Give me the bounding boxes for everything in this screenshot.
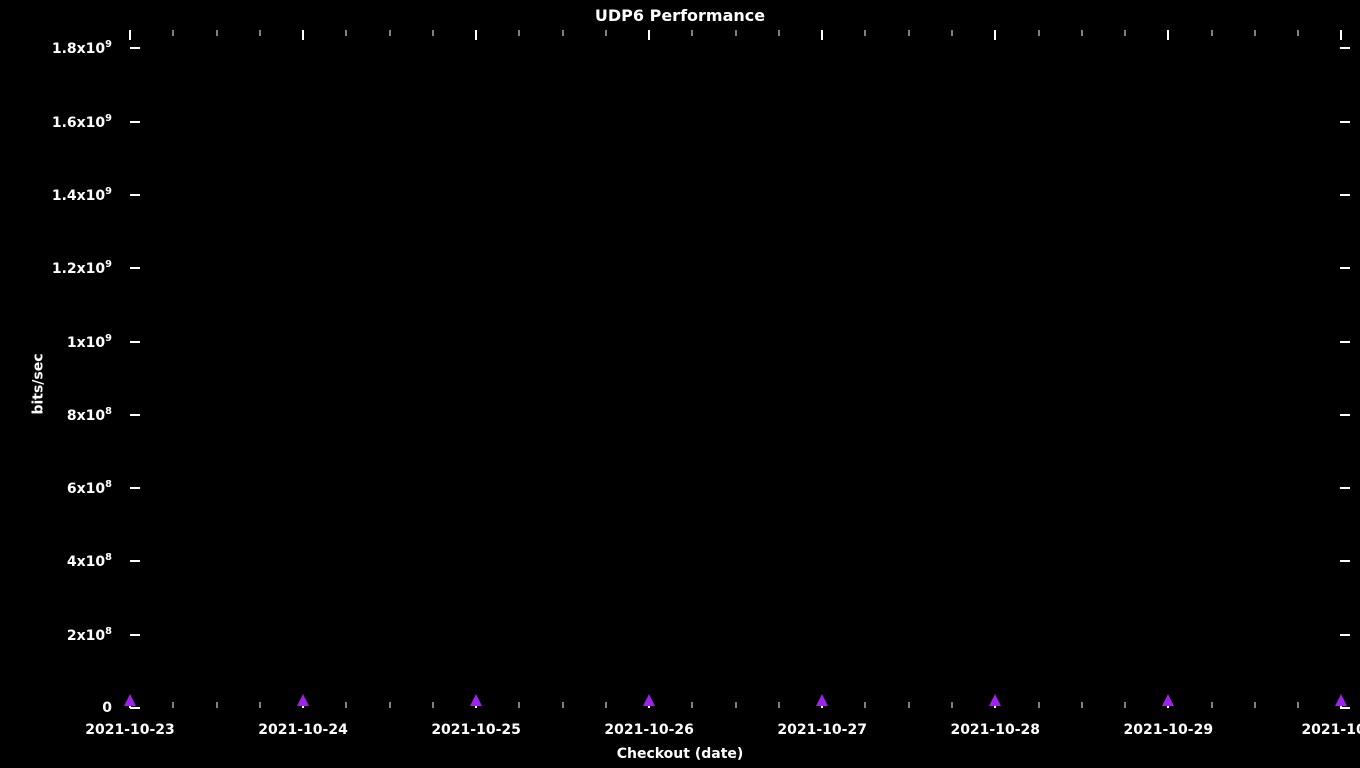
y-tick-mark	[130, 121, 140, 123]
x-minor-tick	[1038, 30, 1039, 36]
y-tick-label: 1x109	[67, 333, 130, 351]
x-tick-mark	[994, 30, 996, 40]
x-minor-tick	[1125, 30, 1126, 36]
data-point	[1162, 694, 1174, 706]
x-minor-tick	[951, 30, 952, 36]
x-tick-label: 2021-10-25	[431, 708, 521, 738]
plot-area: 02x1084x1086x1088x1081x1091.2x1091.4x109…	[130, 30, 1350, 708]
data-point	[297, 694, 309, 706]
x-minor-tick	[216, 702, 217, 708]
data-point	[470, 694, 482, 706]
y-tick-mark	[130, 560, 140, 562]
x-minor-tick	[173, 30, 174, 36]
data-point	[816, 694, 828, 706]
x-minor-tick	[389, 30, 390, 36]
y-tick-mark	[130, 194, 140, 196]
x-minor-tick	[1254, 702, 1255, 708]
y-tick-mark	[130, 634, 140, 636]
y-tick-mark	[1340, 487, 1350, 489]
x-tick-mark	[302, 30, 304, 40]
x-minor-tick	[432, 30, 433, 36]
chart-title: UDP6 Performance	[0, 6, 1360, 25]
y-axis-label: bits/sec	[31, 353, 47, 414]
x-minor-tick	[735, 30, 736, 36]
y-tick-mark	[1340, 267, 1350, 269]
x-tick-mark	[1167, 30, 1169, 40]
x-minor-tick	[259, 702, 260, 708]
x-minor-tick	[1081, 702, 1082, 708]
x-minor-tick	[173, 702, 174, 708]
y-tick-mark	[1340, 194, 1350, 196]
y-tick-mark	[1340, 634, 1350, 636]
x-minor-tick	[605, 702, 606, 708]
y-tick-mark	[130, 414, 140, 416]
x-tick-mark	[475, 30, 477, 40]
x-tick-label: 2021-10-24	[258, 708, 348, 738]
x-axis-label: Checkout (date)	[0, 746, 1360, 762]
chart-container: UDP6 Performance bits/sec Checkout (date…	[0, 0, 1360, 768]
y-tick-mark	[1340, 121, 1350, 123]
x-minor-tick	[1081, 30, 1082, 36]
x-tick-label: 2021-10-27	[777, 708, 867, 738]
y-tick-label: 6x108	[67, 479, 130, 497]
x-minor-tick	[778, 702, 779, 708]
x-minor-tick	[216, 30, 217, 36]
y-tick-mark	[130, 47, 140, 49]
x-minor-tick	[1298, 30, 1299, 36]
data-point	[1335, 694, 1347, 706]
x-minor-tick	[346, 30, 347, 36]
data-point	[989, 694, 1001, 706]
x-minor-tick	[1038, 702, 1039, 708]
y-tick-mark	[130, 267, 140, 269]
x-minor-tick	[389, 702, 390, 708]
x-minor-tick	[562, 30, 563, 36]
x-minor-tick	[778, 30, 779, 36]
y-tick-mark	[130, 487, 140, 489]
x-minor-tick	[1254, 30, 1255, 36]
x-tick-mark	[129, 30, 131, 40]
x-minor-tick	[865, 30, 866, 36]
y-tick-mark	[130, 341, 140, 343]
y-tick-mark	[1340, 414, 1350, 416]
x-minor-tick	[259, 30, 260, 36]
y-tick-mark	[1340, 341, 1350, 343]
x-minor-tick	[735, 702, 736, 708]
x-minor-tick	[346, 702, 347, 708]
x-tick-label: 2021-10-23	[85, 708, 175, 738]
y-tick-label: 4x108	[67, 553, 130, 571]
y-tick-label: 1.6x109	[52, 113, 130, 131]
x-minor-tick	[1125, 702, 1126, 708]
x-minor-tick	[908, 30, 909, 36]
x-minor-tick	[865, 702, 866, 708]
x-minor-tick	[1298, 702, 1299, 708]
y-tick-label: 1.4x109	[52, 186, 130, 204]
x-tick-label: 2021-10-28	[950, 708, 1040, 738]
y-tick-label: 1.8x109	[52, 39, 130, 57]
x-minor-tick	[1211, 30, 1212, 36]
x-tick-label: 2021-10-26	[604, 708, 694, 738]
x-minor-tick	[519, 702, 520, 708]
y-tick-mark	[1340, 560, 1350, 562]
x-minor-tick	[432, 702, 433, 708]
x-tick-label: 2021-10-3	[1301, 708, 1360, 738]
data-point	[643, 694, 655, 706]
x-minor-tick	[519, 30, 520, 36]
data-point	[124, 694, 136, 706]
x-minor-tick	[1211, 702, 1212, 708]
x-minor-tick	[562, 702, 563, 708]
x-minor-tick	[692, 30, 693, 36]
x-minor-tick	[692, 702, 693, 708]
x-minor-tick	[605, 30, 606, 36]
x-tick-mark	[821, 30, 823, 40]
y-tick-label: 2x108	[67, 626, 130, 644]
x-minor-tick	[951, 702, 952, 708]
x-tick-label: 2021-10-29	[1124, 708, 1214, 738]
y-tick-mark	[1340, 47, 1350, 49]
y-tick-label: 1.2x109	[52, 259, 130, 277]
x-tick-mark	[1340, 30, 1342, 40]
x-minor-tick	[908, 702, 909, 708]
y-tick-label: 8x108	[67, 406, 130, 424]
x-tick-mark	[648, 30, 650, 40]
